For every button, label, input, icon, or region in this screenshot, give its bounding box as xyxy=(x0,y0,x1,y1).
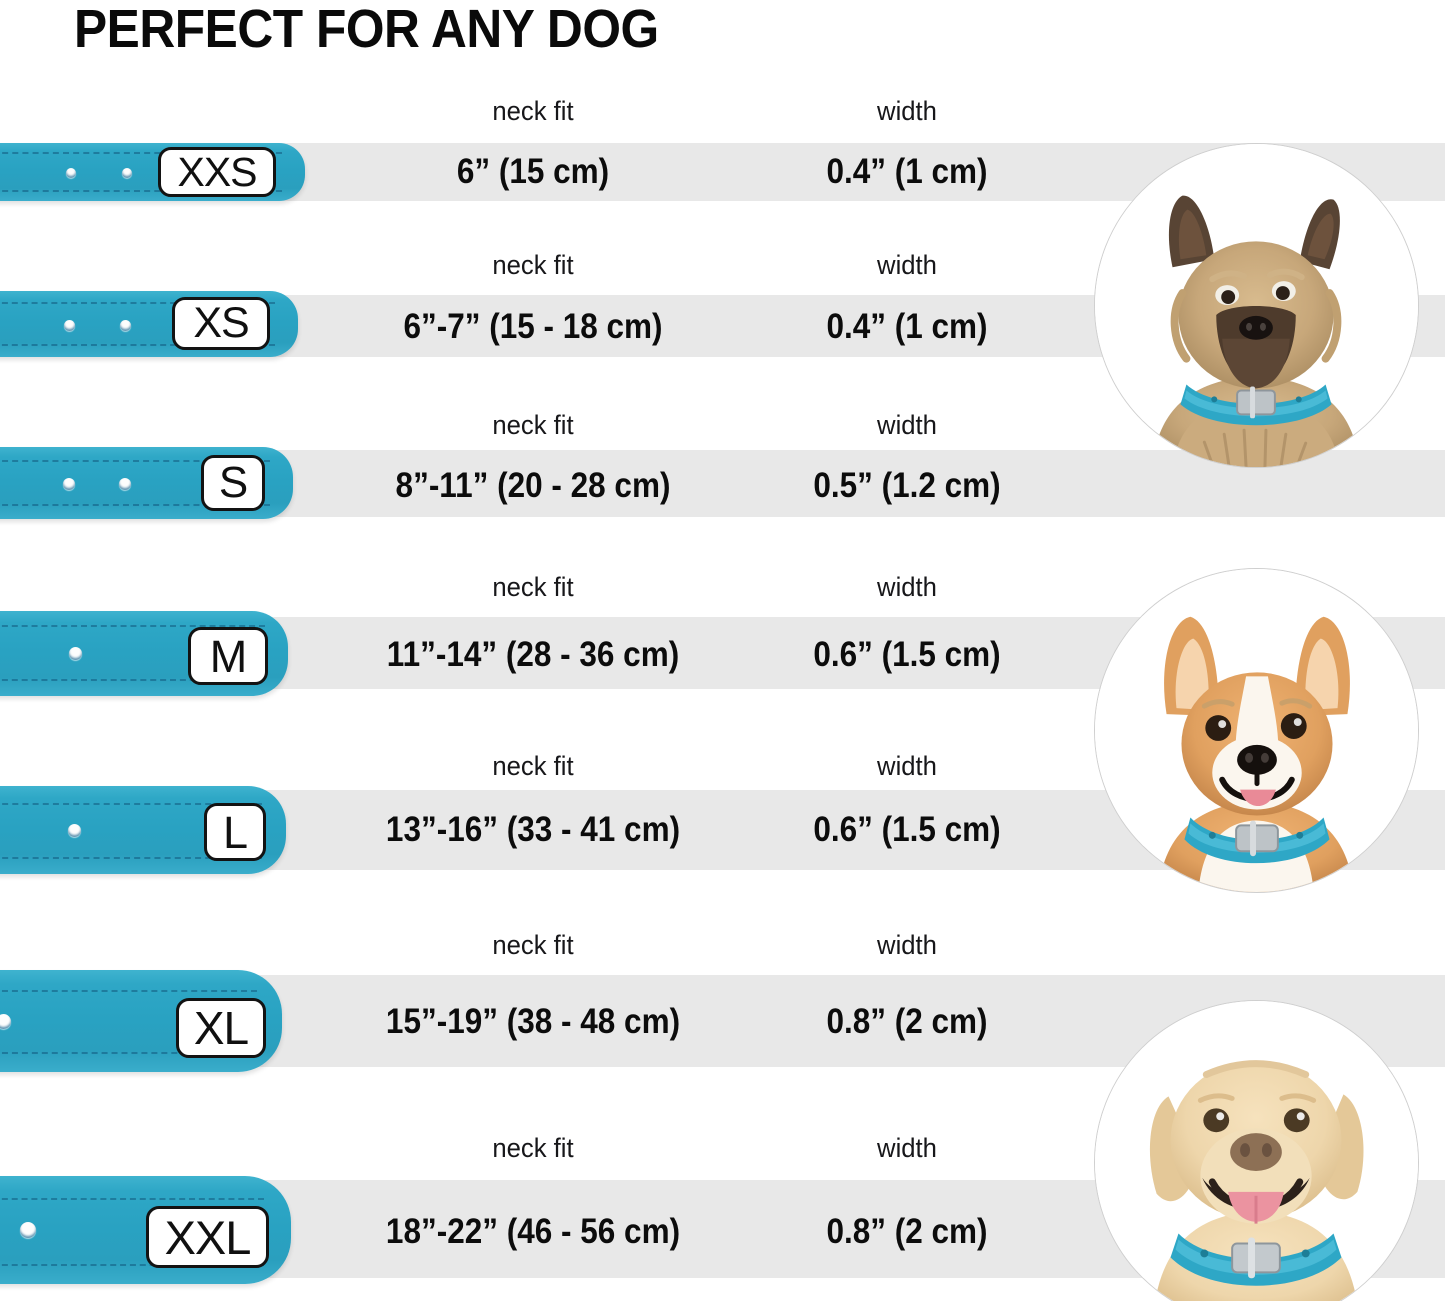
column-header-neck-fit: neck fit xyxy=(492,96,574,126)
collar-hole xyxy=(122,168,132,178)
size-badge-xl: XL xyxy=(176,998,266,1058)
value-width: 0.4” (1 cm) xyxy=(826,307,988,346)
size-badge-m: M xyxy=(188,627,268,685)
stitch-line-top xyxy=(0,990,257,992)
collar-hole xyxy=(120,320,131,331)
collar-hole xyxy=(66,168,76,178)
value-neck-fit: 13”-16” (33 - 41 cm) xyxy=(385,810,681,849)
value-neck-fit: 8”-11” (20 - 28 cm) xyxy=(395,466,671,505)
stitch-line-top xyxy=(0,625,265,627)
collar-strap-xl: XL xyxy=(0,970,282,1072)
value-neck-fit: 11”-14” (28 - 36 cm) xyxy=(386,635,680,674)
stitch-line-top xyxy=(0,302,275,304)
collar-hole xyxy=(20,1222,36,1238)
value-width: 0.6” (1.5 cm) xyxy=(813,810,1001,849)
collar-strap-l: L xyxy=(0,786,286,874)
dog-photo-corgi xyxy=(1094,568,1419,893)
column-header-neck-fit: neck fit xyxy=(492,751,574,781)
column-header-width: width xyxy=(877,751,937,781)
dog-photo-cairn-terrier xyxy=(1094,143,1419,468)
column-header-neck-fit: neck fit xyxy=(492,572,574,602)
collar-strap-s: S xyxy=(0,447,293,519)
collar-strap-xxs: XXS xyxy=(0,143,305,201)
value-neck-fit: 6” (15 cm) xyxy=(456,152,610,191)
stitch-line-top xyxy=(0,1198,264,1200)
stitch-line-bottom xyxy=(0,344,275,346)
value-width: 0.6” (1.5 cm) xyxy=(813,635,1001,674)
cairn-terrier-illustration xyxy=(1095,144,1418,467)
column-header-neck-fit: neck fit xyxy=(492,930,574,960)
collar-strap-xxl: XXL xyxy=(0,1176,291,1284)
stitch-line-bottom xyxy=(0,1264,264,1266)
stitch-line-bottom xyxy=(0,190,282,192)
column-header-neck-fit: neck fit xyxy=(492,1133,574,1163)
size-badge-xs: XS xyxy=(172,297,270,350)
value-neck-fit: 18”-22” (46 - 56 cm) xyxy=(385,1212,681,1251)
size-badge-xxl: XXL xyxy=(146,1206,269,1268)
stitch-line-bottom xyxy=(0,504,270,506)
page-title: PERFECT FOR ANY DOG xyxy=(74,0,659,59)
value-width: 0.5” (1.2 cm) xyxy=(813,466,1001,505)
stitch-line-top xyxy=(0,460,270,462)
value-width: 0.8” (2 cm) xyxy=(826,1212,988,1251)
stitch-line-bottom xyxy=(0,857,262,859)
size-badge-xxs: XXS xyxy=(158,147,276,197)
value-width: 0.4” (1 cm) xyxy=(826,152,988,191)
column-header-width: width xyxy=(877,250,937,280)
collar-hole xyxy=(68,824,81,837)
column-header-width: width xyxy=(877,1133,937,1163)
collar-strap-xs: XS xyxy=(0,291,298,357)
yellow-labrador-illustration xyxy=(1095,1001,1418,1301)
value-neck-fit: 6”-7” (15 - 18 cm) xyxy=(403,307,663,346)
size-badge-s: S xyxy=(201,455,265,511)
stitch-line-bottom xyxy=(0,1052,257,1054)
collar-hole xyxy=(63,478,75,490)
value-neck-fit: 15”-19” (38 - 48 cm) xyxy=(385,1002,681,1041)
collar-strap-m: M xyxy=(0,611,288,696)
column-header-width: width xyxy=(877,930,937,960)
column-header-width: width xyxy=(877,96,937,126)
column-header-neck-fit: neck fit xyxy=(492,410,574,440)
column-header-width: width xyxy=(877,572,937,602)
collar-hole xyxy=(64,320,75,331)
collar-hole xyxy=(119,478,131,490)
size-badge-l: L xyxy=(204,803,266,861)
value-width: 0.8” (2 cm) xyxy=(826,1002,988,1041)
column-header-width: width xyxy=(877,410,937,440)
column-header-neck-fit: neck fit xyxy=(492,250,574,280)
stitch-line-bottom xyxy=(0,679,265,681)
stitch-line-top xyxy=(0,803,262,805)
collar-hole xyxy=(69,647,82,660)
stitch-line-top xyxy=(0,152,282,154)
dog-photo-labrador xyxy=(1094,1000,1419,1301)
collar-hole xyxy=(0,1014,11,1029)
corgi-illustration xyxy=(1095,569,1418,892)
